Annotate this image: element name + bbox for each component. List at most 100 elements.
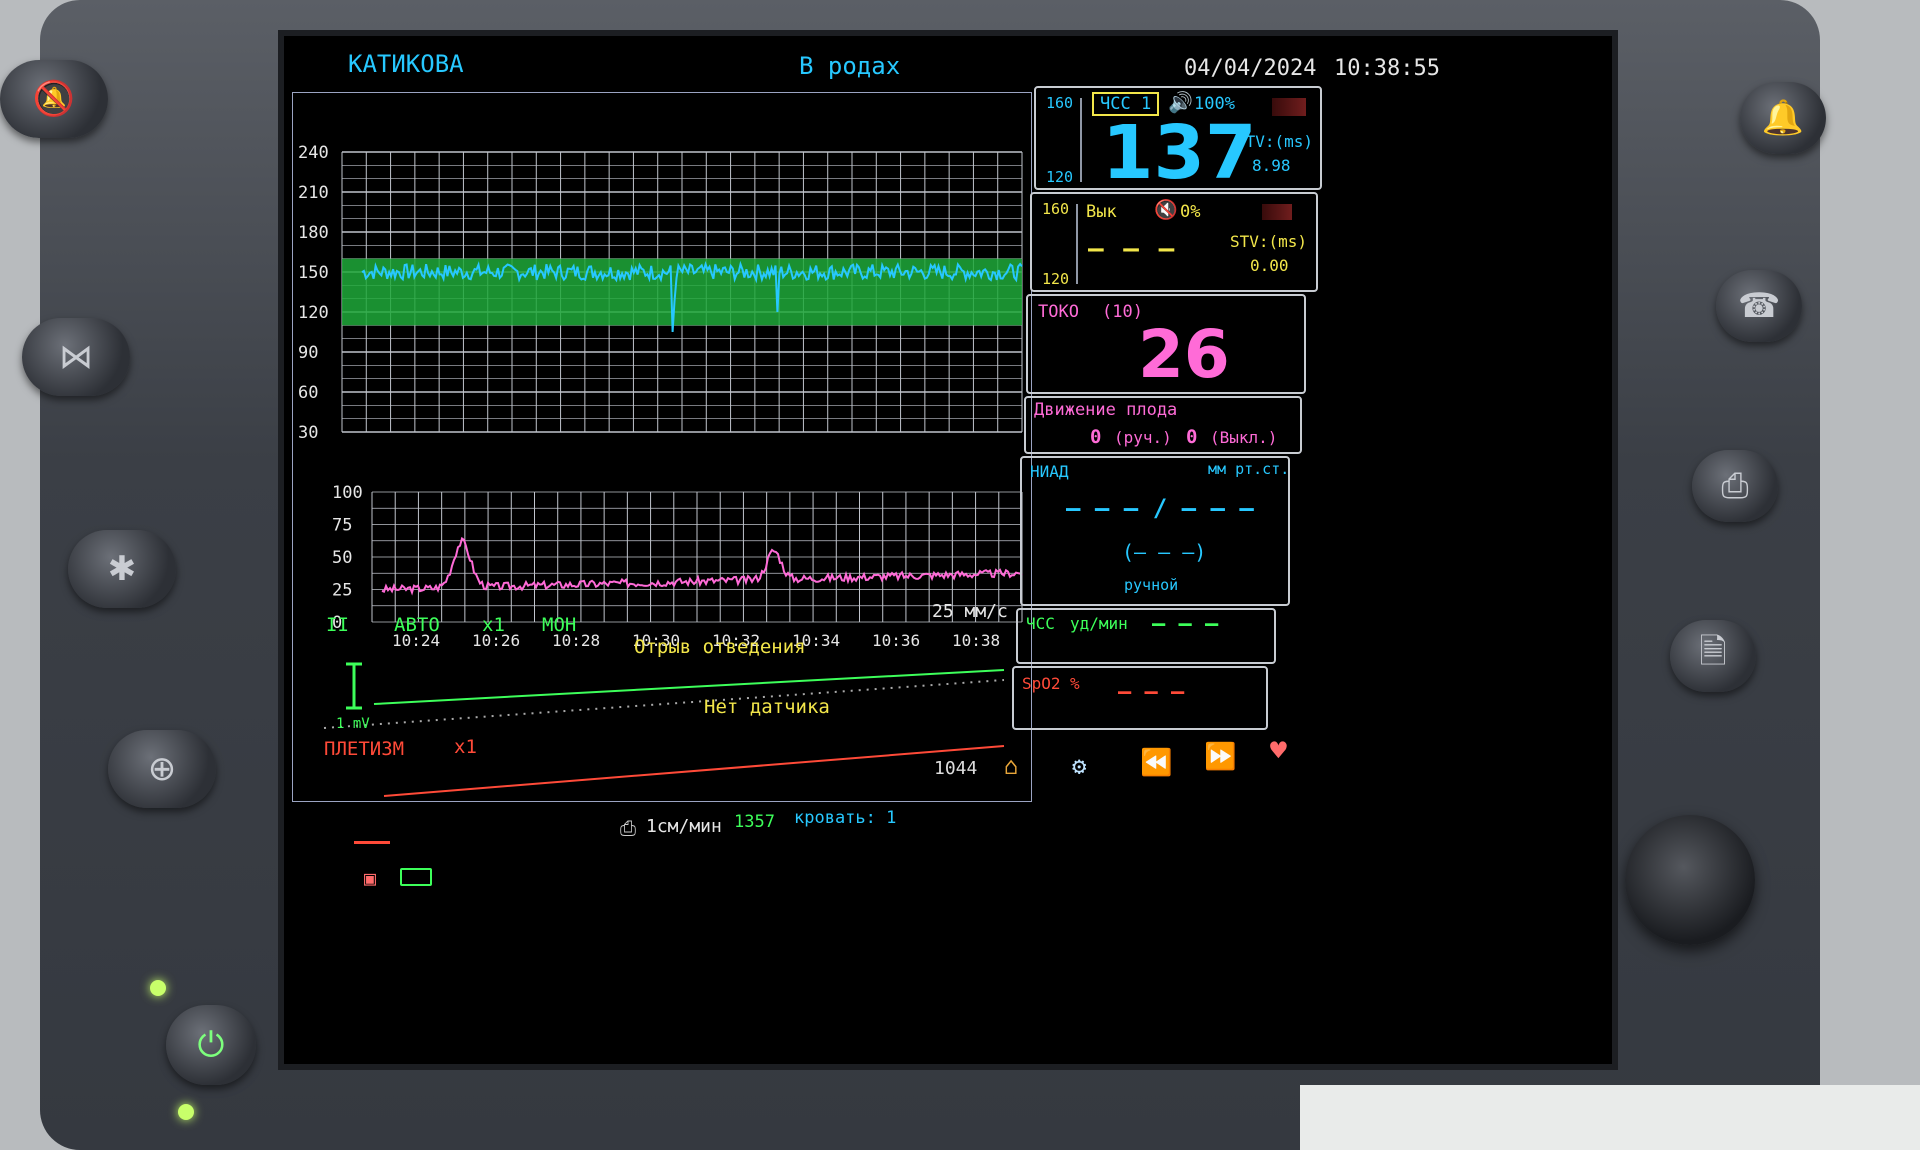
patient-status: В родах (799, 52, 901, 80)
current-time: 10:38:55 (1334, 56, 1440, 81)
heart-icon[interactable]: ♥ (1270, 734, 1287, 767)
record-counter: 1044 (934, 758, 978, 779)
print-button[interactable]: ⎙ (1692, 450, 1778, 522)
freeze-button[interactable]: ⋈ (22, 318, 130, 396)
toco-grid (371, 491, 1023, 623)
power-led (150, 980, 166, 996)
ecg-gain[interactable]: x1 (482, 614, 505, 636)
ecg-mode[interactable]: АВТО (394, 614, 440, 636)
fhr2-upper-limit: 160 (1042, 200, 1070, 218)
rewind-icon[interactable]: ⏪ (1140, 748, 1173, 778)
fhr1-label[interactable]: ЧСС 1 (1092, 92, 1160, 116)
fhr2-label[interactable]: Вык (1086, 202, 1117, 222)
alarm-off-icon: 🔕 (32, 79, 76, 119)
manual-movement-label: (руч.) (1114, 428, 1172, 447)
marker-button[interactable]: ✱ (68, 530, 176, 608)
ecg-filter[interactable]: МОН (542, 614, 577, 636)
pleth-label[interactable]: ПЛЕТИЗМ (324, 738, 405, 760)
settings-icon[interactable]: ⚙ (1072, 752, 1087, 780)
time-tick-label: 10:38 (952, 631, 1000, 650)
fhr-tick-label: 30 (298, 423, 318, 443)
fhr2-lower-limit: 120 (1042, 270, 1070, 288)
fhr-axis-labels: 240 210 180 150 120 90 60 30 (298, 143, 329, 443)
time-tick-label: 10:24 (392, 631, 440, 650)
toco-panel[interactable]: ТОКО (10) 26 (1026, 294, 1306, 394)
ecg-divider (323, 679, 1005, 729)
spo2-value: – – – (1118, 680, 1185, 705)
current-date: 04/04/2024 (1184, 56, 1317, 81)
fetal-movement-label: Движение плода (1034, 400, 1178, 420)
fhr-tick-label: 90 (298, 343, 318, 363)
silence-button[interactable]: 🔔 (1740, 82, 1826, 154)
freeze-icon: ⋈ (59, 337, 93, 377)
ecg-flatline (373, 669, 1005, 705)
nibp-label: НИАД (1030, 462, 1069, 481)
fhr-tick-label: 240 (298, 143, 329, 163)
alarm-off-button[interactable]: 🔕 (0, 60, 108, 138)
fhr-tick-label: 120 (298, 303, 329, 323)
fhr2-stv-label: STV:(ms) (1230, 232, 1308, 251)
hr-value: – – – (1152, 612, 1219, 637)
fhr1-stv-label: STV:(ms) (1236, 132, 1314, 151)
navigation-knob[interactable] (1625, 815, 1755, 945)
spo2-label: SpO2 (1022, 674, 1061, 693)
record-number: 1357 (734, 812, 775, 832)
nibp-unit: мм рт.ст. (1208, 460, 1290, 478)
fast-forward-icon[interactable]: ⏩ (1204, 742, 1237, 772)
auto-movement-count: 0 (1186, 426, 1198, 448)
zero-icon: ⊕ (147, 749, 177, 789)
ecg-lead-off-message: Отрыв отведения (634, 636, 806, 658)
power-icon: ⏻ (197, 1025, 225, 1065)
signal-quality-icon (1272, 98, 1306, 116)
hr-label: ЧСС (1026, 614, 1055, 633)
auto-movement-label: (Выкл.) (1210, 428, 1278, 447)
nibp-mode[interactable]: ручной (1124, 576, 1179, 594)
toco-tick-label: 50 (332, 548, 352, 568)
toco-label: ТОКО (1038, 302, 1079, 322)
document-button[interactable]: 🗎 (1670, 620, 1756, 692)
probe-button[interactable]: ☎ (1716, 270, 1802, 342)
fhr-trace (361, 260, 1023, 333)
fhr2-panel[interactable]: 160 120 Вык 🔇 0% – – – STV:(ms) 0.00 (1030, 192, 1318, 292)
hr-unit: уд/мин (1070, 614, 1128, 633)
time-tick-label: 10:36 (872, 631, 920, 650)
monitor-screen: КАТИКОВА В родах 04/04/2024 10:38:55 240… (278, 30, 1618, 1070)
ecg-lead[interactable]: II (326, 614, 349, 636)
zero-button[interactable]: ⊕ (108, 730, 216, 808)
pleth-gain[interactable]: x1 (454, 736, 477, 758)
nibp-value: – – – / – – – (1066, 494, 1254, 522)
fhr2-value: – – – (1088, 234, 1177, 264)
print-icon[interactable]: ⎙ (620, 816, 636, 840)
fhr2-volume: 0% (1180, 202, 1201, 222)
ecg-waveform-area (323, 662, 1005, 797)
pleth-no-sensor-message: Нет датчика (704, 696, 830, 718)
toco-tick-label: 25 (332, 581, 352, 601)
battery-icon (400, 868, 432, 886)
time-tick-label: 10:30 (632, 631, 680, 650)
pleth-flatline (383, 745, 1005, 797)
fetal-movement-panel[interactable]: Движение плода 0 (руч.) 0 (Выкл.) (1024, 396, 1302, 454)
speaker-icon[interactable]: 🔊 (1168, 90, 1193, 114)
speaker-muted-icon[interactable]: 🔇 (1154, 199, 1178, 221)
manual-movement-count: 0 (1090, 426, 1102, 448)
print-speed[interactable]: 1см/мин (646, 816, 722, 837)
home-icon[interactable]: ⌂ (1004, 752, 1019, 780)
fhr-tick-label: 180 (298, 223, 329, 243)
nibp-panel[interactable]: НИАД мм рт.ст. – – – / – – – (– – –) руч… (1020, 456, 1290, 606)
fhr1-panel[interactable]: 160 120 ЧСС 1 🔊 100% 137 STV:(ms) 8.98 (1034, 86, 1322, 190)
record-icon[interactable]: ▣ (364, 866, 377, 890)
time-tick-label: 10:32 (712, 631, 760, 650)
print-icon: ⎙ (1721, 466, 1749, 506)
ecg-scale-label: 1 mV (336, 716, 370, 732)
patient-name[interactable]: КАТИКОВА (348, 50, 464, 78)
power-button[interactable]: ⏻ (166, 1005, 256, 1085)
signal-quality-icon (1262, 204, 1292, 220)
fhr-tick-label: 60 (298, 383, 318, 403)
spo2-panel[interactable]: SpO2 % – – – (1012, 666, 1268, 730)
hr-panel[interactable]: ЧСС уд/мин – – – (1016, 608, 1276, 664)
probe-icon: ☎ (1737, 286, 1781, 326)
toco-tick-label: 100 (332, 483, 363, 503)
fhr1-lower-limit: 120 (1046, 168, 1074, 186)
fhr1-value: 137 (1102, 110, 1257, 196)
